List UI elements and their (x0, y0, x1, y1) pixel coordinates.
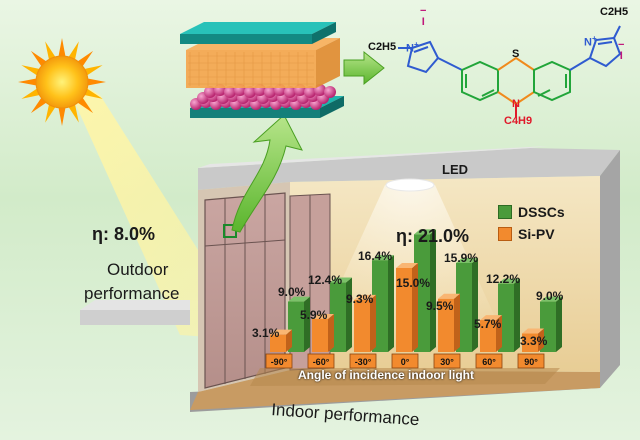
angle-bar-chart: -90° -60° -30° 0° 30° 60° 90°9.0%12.4%16.4% 15.… (252, 229, 564, 369)
svg-text:-30°: -30° (355, 357, 372, 367)
anion-left-label: − I (420, 5, 427, 28)
dssc-value-label-6: 9.0% (536, 289, 564, 303)
outdoor-efficiency: η: 8.0% (92, 224, 156, 244)
svg-text:-90°: -90° (271, 357, 288, 367)
sipv-value-label-6: 3.3% (520, 334, 548, 348)
sipv-value-label-2: 9.3% (346, 292, 374, 306)
sipv-bar-5 (480, 315, 502, 352)
sipv-bar-4 (438, 293, 460, 352)
dssc-value-label-0: 9.0% (278, 285, 306, 299)
tick-label-6: 90° (517, 353, 545, 369)
nitrogen-left-label: N+ (406, 40, 419, 55)
nitrogen-center-label: N (512, 98, 520, 110)
legend-swatch-sipv (498, 227, 512, 241)
axis-label: Angle of incidence indoor light (298, 368, 474, 382)
indoor-efficiency: η: 21.0% (396, 226, 470, 246)
sipv-value-label-4: 9.5% (426, 299, 454, 313)
tick-label-5: 60° (475, 353, 503, 369)
dssc-value-label-4: 15.9% (444, 251, 478, 265)
nitrogen-right-label: N+ (584, 34, 597, 49)
sipv-value-label-5: 5.7% (474, 317, 502, 331)
dssc-value-label-2: 16.4% (358, 249, 392, 263)
led-label: LED (442, 162, 468, 177)
dye-molecule (398, 25, 622, 118)
ethyl-left-label: C2H5 (368, 41, 397, 53)
anion-right-label: − I (618, 39, 625, 62)
svg-text:60°: 60° (482, 357, 496, 367)
sipv-value-label-1: 5.9% (300, 308, 328, 322)
dssc-value-label-5: 12.2% (486, 272, 520, 286)
sun-icon (18, 38, 106, 126)
sipv-bar-0 (270, 329, 292, 352)
chart-legend: DSSCs Si-PV (498, 204, 565, 242)
sipv-bar-1 (312, 313, 334, 352)
butyl-label: C4H9 (504, 115, 533, 127)
svg-text:30°: 30° (440, 357, 454, 367)
tick-label-4: 30° (433, 353, 461, 369)
sulfur-label: S (512, 48, 520, 60)
right-arrow (343, 50, 385, 86)
legend-item-dssc: DSSCs (498, 204, 565, 220)
legend-swatch-dssc (498, 205, 512, 219)
tick-label-3: 0° (391, 353, 419, 369)
tick-label-2: -30° (349, 353, 377, 369)
sipv-bar-6 (522, 328, 544, 352)
ethyl-right-label: C2H5 (600, 6, 629, 18)
outdoor-label: Outdoor performance (84, 260, 180, 303)
tick-label-0: -90° (265, 353, 293, 369)
svg-text:90°: 90° (524, 357, 538, 367)
led-lamp (385, 178, 435, 192)
dssc-device (180, 22, 344, 118)
legend-item-sipv: Si-PV (498, 226, 565, 242)
svg-text:-60°: -60° (313, 357, 330, 367)
svg-text:0°: 0° (401, 357, 410, 367)
sipv-value-label-3: 15.0% (396, 276, 430, 290)
sipv-value-label-0: 3.1% (252, 326, 280, 340)
dssc-value-label-1: 12.4% (308, 273, 342, 287)
sipv-bar-2 (354, 294, 376, 352)
tick-label-1: -60° (307, 353, 335, 369)
sipv-bar-3 (396, 263, 418, 352)
